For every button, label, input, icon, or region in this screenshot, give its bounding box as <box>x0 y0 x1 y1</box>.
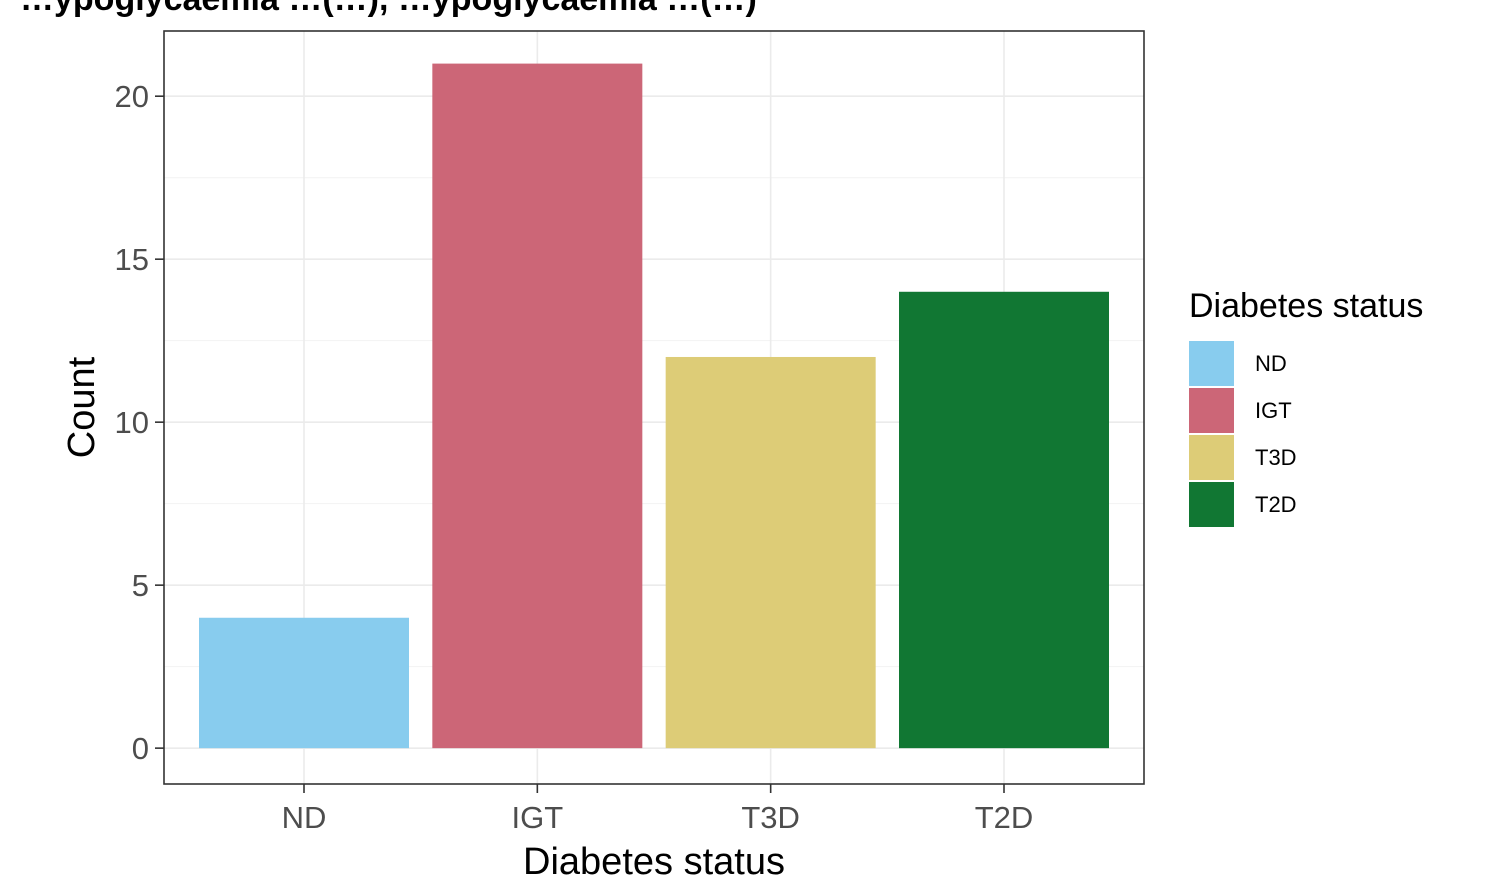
legend-label: ND <box>1255 351 1287 376</box>
y-axis: 0 5 10 15 20 <box>115 79 164 766</box>
legend-key-nd <box>1189 341 1234 386</box>
y-tick-label: 0 <box>132 731 149 766</box>
legend: Diabetes status ND IGT T3D T2D <box>1189 287 1423 527</box>
y-tick-label: 5 <box>132 568 149 603</box>
y-tick-label: 10 <box>115 405 149 440</box>
bar-t3d <box>665 356 876 749</box>
bar-t2d <box>899 291 1109 749</box>
x-axis-title: Diabetes status <box>523 841 785 883</box>
x-tick-label: T2D <box>975 800 1034 835</box>
panel-border <box>163 30 1145 785</box>
legend-label: T3D <box>1255 445 1297 470</box>
x-axis: ND IGT T3D T2D <box>282 784 1034 835</box>
legend-title: Diabetes status <box>1189 287 1423 325</box>
x-tick-label: IGT <box>511 800 563 835</box>
y-axis-title: Count <box>61 356 103 458</box>
y-tick-label: 15 <box>115 242 149 277</box>
legend-key-igt <box>1189 388 1234 433</box>
y-tick-label: 20 <box>115 79 149 114</box>
legend-label: T2D <box>1255 492 1297 517</box>
legend-label: IGT <box>1255 398 1292 423</box>
plot-panel <box>163 30 1145 785</box>
bar-nd <box>199 617 409 749</box>
bar-igt <box>432 63 643 749</box>
legend-items: ND IGT T3D T2D <box>1189 341 1297 527</box>
x-tick-label: ND <box>282 800 327 835</box>
legend-key-t3d <box>1189 435 1234 480</box>
chart-title: …ypoglycaemia …(…), …ypoglycaemia …(…) <box>20 0 757 18</box>
legend-key-t2d <box>1189 482 1234 527</box>
bars <box>199 63 1109 749</box>
x-tick-label: T3D <box>741 800 800 835</box>
